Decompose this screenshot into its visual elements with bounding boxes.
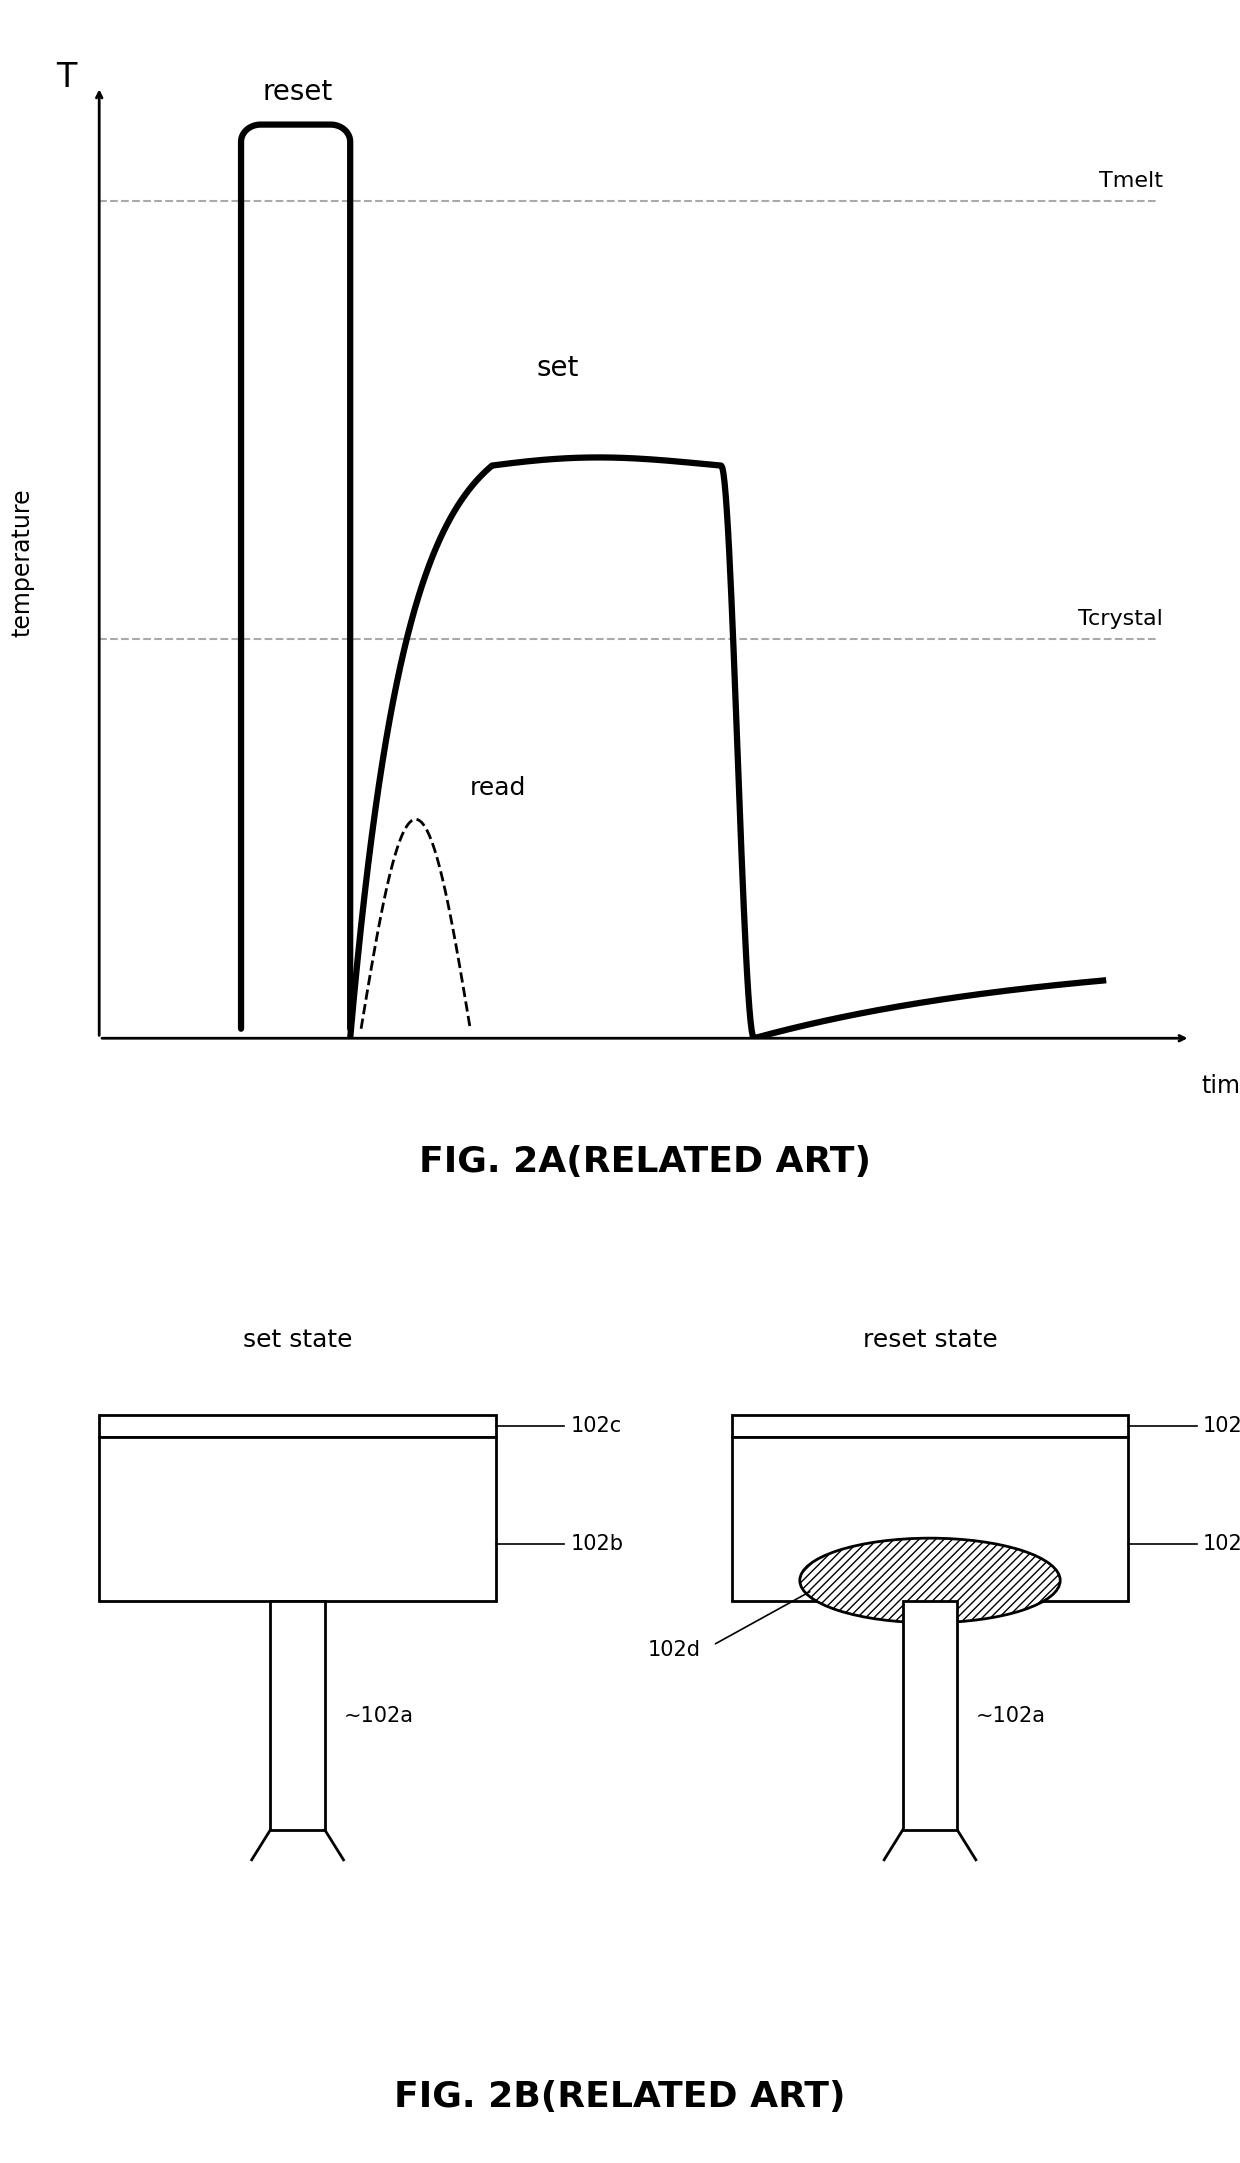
Text: 102c: 102c (1203, 1417, 1240, 1436)
Text: set state: set state (243, 1328, 352, 1352)
Text: 102d: 102d (647, 1640, 701, 1659)
Text: Tmelt: Tmelt (1099, 171, 1163, 190)
Text: FIG. 2B(RELATED ART): FIG. 2B(RELATED ART) (394, 2079, 846, 2113)
Text: 102b: 102b (570, 1534, 624, 1553)
Bar (99, 1415, 496, 1436)
Text: FIG. 2A(RELATED ART): FIG. 2A(RELATED ART) (419, 1144, 870, 1179)
Text: time(ns): time(ns) (1202, 1073, 1240, 1099)
Bar (732, 1415, 1128, 1436)
Text: temperature: temperature (11, 489, 35, 636)
Text: 102c: 102c (570, 1417, 621, 1436)
Text: reset: reset (263, 78, 334, 106)
Text: T: T (56, 61, 77, 93)
Ellipse shape (800, 1538, 1060, 1622)
Text: ~102a: ~102a (343, 1704, 413, 1726)
Bar (732, 1436, 1128, 1601)
Text: 102b: 102b (1203, 1534, 1240, 1553)
Text: reset state: reset state (863, 1328, 997, 1352)
Bar (99, 1436, 496, 1601)
Text: set: set (537, 353, 579, 381)
Bar (903, 1601, 957, 1830)
Text: ~102a: ~102a (976, 1704, 1045, 1726)
Bar (270, 1601, 325, 1830)
Text: Tcrystal: Tcrystal (1079, 610, 1163, 629)
Text: read: read (470, 777, 527, 800)
